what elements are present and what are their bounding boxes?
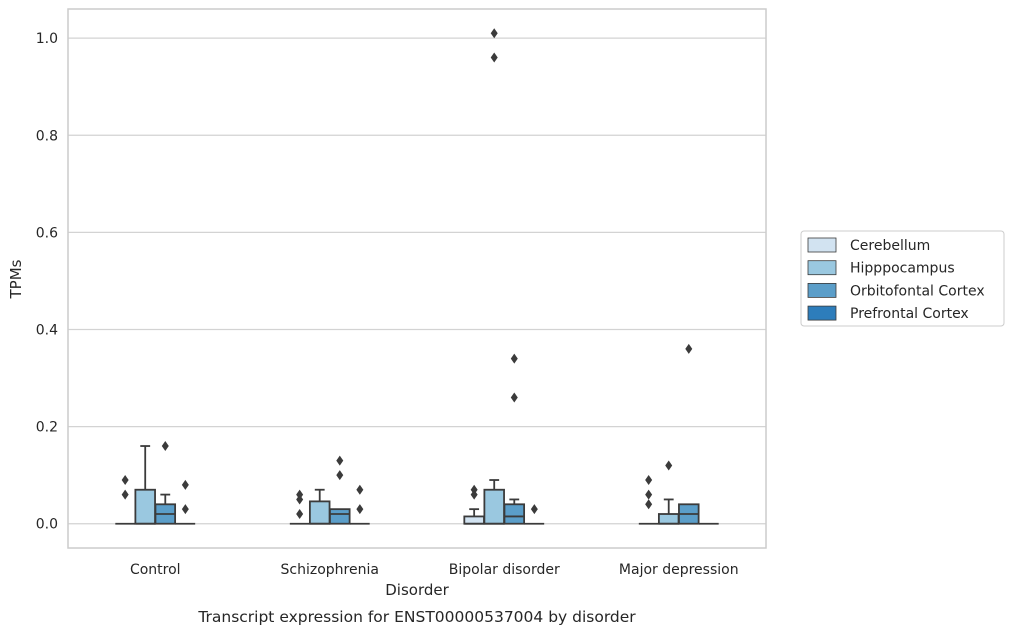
- x-tick-label: Schizophrenia: [281, 562, 379, 578]
- outlier-point: [121, 475, 129, 486]
- legend-label: Prefrontal Cortex: [850, 306, 969, 322]
- box-body: [134, 488, 156, 525]
- outlier-point: [490, 52, 498, 63]
- outlier-point: [181, 504, 189, 515]
- chart-caption: Transcript expression for ENST0000053700…: [197, 608, 636, 626]
- legend: Cerebellum Hipppocampus Orbitofontal Corte…: [800, 230, 1005, 327]
- y-axis-ticks: 0.0 0.2 0.4 0.6 0.8 1.0: [36, 31, 58, 533]
- outlier-point: [121, 489, 129, 500]
- box-body: [503, 503, 526, 525]
- box-cerebellum-0: [115, 475, 135, 525]
- legend-label: Hipppocampus: [850, 261, 955, 277]
- y-tick-label: 0.0: [36, 517, 58, 533]
- outlier-point: [645, 489, 653, 500]
- y-axis-label: TPMs: [7, 259, 25, 299]
- box-groups: [115, 28, 719, 525]
- outlier-point: [510, 392, 518, 403]
- legend-label: Cerebellum: [850, 238, 930, 254]
- x-axis-label: Disorder: [385, 581, 449, 599]
- y-tick-label: 0.8: [36, 128, 58, 144]
- outlier-point: [645, 499, 653, 510]
- x-tick-label: Control: [130, 562, 181, 578]
- outlier-point: [490, 28, 498, 39]
- box-hipppocampus-2: [483, 28, 505, 525]
- box-hipppocampus-3: [657, 460, 680, 525]
- y-tick-label: 0.2: [36, 420, 58, 436]
- box-orbitofontal-cortex-3: [678, 343, 700, 525]
- box-orbitofontal-cortex-2: [503, 353, 526, 525]
- x-tick-label: Bipolar disorder: [449, 562, 560, 578]
- box-body: [483, 488, 505, 525]
- outlier-point: [356, 504, 364, 515]
- legend-frame: [800, 230, 1005, 327]
- box-body: [308, 500, 331, 525]
- box-body: [329, 508, 351, 525]
- outlier-point: [470, 484, 478, 495]
- legend-swatch: [807, 305, 837, 321]
- x-tick-label: Major depression: [619, 562, 739, 578]
- outlier-point: [296, 489, 304, 500]
- box-hipppocampus-0: [134, 445, 156, 525]
- y-tick-label: 0.6: [36, 225, 58, 241]
- box-body: [463, 515, 485, 525]
- outlier-point: [356, 484, 364, 495]
- outlier-point: [685, 343, 693, 354]
- outlier-point: [181, 479, 189, 490]
- box-body: [657, 513, 680, 525]
- legend-swatch: [807, 260, 837, 276]
- y-tick-label: 0.4: [36, 322, 58, 338]
- outlier-point: [336, 470, 344, 481]
- y-tick-label: 1.0: [36, 31, 58, 47]
- outlier-point: [665, 460, 673, 471]
- outlier-point: [296, 509, 304, 520]
- outlier-point: [161, 441, 169, 452]
- box-orbitofontal-cortex-0: [154, 441, 177, 525]
- outlier-point: [530, 504, 538, 515]
- plot-frame: [67, 8, 767, 549]
- outlier-point: [645, 475, 653, 486]
- x-axis-ticks: Control Schizophrenia Bipolar disorder Majo…: [130, 562, 739, 578]
- box-orbitofontal-cortex-1: [329, 455, 351, 525]
- legend-swatch: [807, 282, 837, 298]
- legend-label: Orbitofontal Cortex: [850, 283, 985, 299]
- box-prefrontal-cortex-1: [350, 484, 370, 525]
- outlier-point: [336, 455, 344, 466]
- box-prefrontal-cortex-0: [175, 479, 196, 525]
- box-cerebellum-3: [638, 475, 659, 525]
- outlier-point: [510, 353, 518, 364]
- box-cerebellum-1: [289, 489, 310, 525]
- box-prefrontal-cortex-2: [524, 504, 545, 525]
- legend-swatch: [807, 237, 837, 253]
